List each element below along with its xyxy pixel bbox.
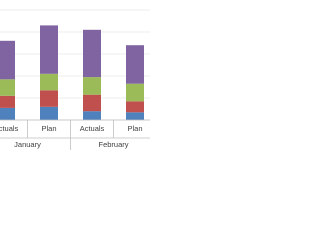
chart: ActualsPlanActualsPlanJanuaryFebruary <box>0 9 150 150</box>
bar-segment <box>83 77 101 95</box>
bar-segment <box>40 106 58 120</box>
x-tick-label: Plan <box>41 124 56 133</box>
bar-segment <box>83 94 101 112</box>
x-tick-label: Actuals <box>80 124 105 133</box>
bar-segment <box>126 45 144 84</box>
bar-segment <box>126 101 144 113</box>
x-tick-label: Actuals <box>0 124 19 133</box>
bar-segment <box>0 107 15 120</box>
bar-segment <box>83 29 101 78</box>
bar-segment <box>40 25 58 74</box>
group-label: February <box>98 140 128 149</box>
x-tick-label: Plan <box>127 124 142 133</box>
group-label: January <box>14 140 41 149</box>
bar-segment <box>83 111 101 120</box>
bar-segment <box>0 79 15 96</box>
bar-segment <box>126 83 144 102</box>
bar-segment <box>0 40 15 80</box>
bar-segment <box>40 90 58 107</box>
bar-segment <box>40 73 58 91</box>
bar-segment <box>0 95 15 108</box>
bar-segment <box>126 112 144 120</box>
